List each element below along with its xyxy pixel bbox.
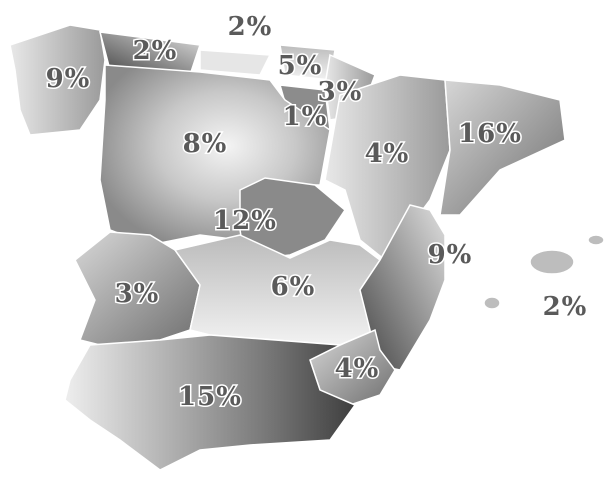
island [587, 234, 604, 246]
region-label: 3% [318, 77, 363, 107]
region-label: 1% [283, 102, 328, 132]
region-label: 4% [335, 354, 380, 384]
region [439, 79, 566, 216]
region-label: 3% [115, 279, 160, 309]
region [64, 334, 357, 471]
island [529, 249, 575, 275]
region [9, 24, 106, 136]
regions [9, 24, 604, 471]
region-label: 5% [278, 51, 323, 81]
region-label: 8% [183, 129, 228, 159]
region [359, 204, 446, 371]
island [483, 296, 501, 310]
region-label: 12% [213, 206, 277, 236]
region-label: 9% [428, 240, 473, 270]
region-label: 16% [458, 119, 522, 149]
region-label: 4% [365, 139, 410, 169]
region-label: 2% [228, 12, 273, 42]
region-label: 2% [543, 292, 588, 322]
region-label: 6% [271, 272, 316, 302]
region-label: 15% [178, 382, 242, 412]
region-label: 9% [46, 64, 91, 94]
region-label: 2% [133, 36, 178, 66]
region [199, 49, 272, 76]
labels: 9%2%2%5%3%1%8% 4%16%12%3% 6%9%2%4%15% [44, 11, 588, 414]
